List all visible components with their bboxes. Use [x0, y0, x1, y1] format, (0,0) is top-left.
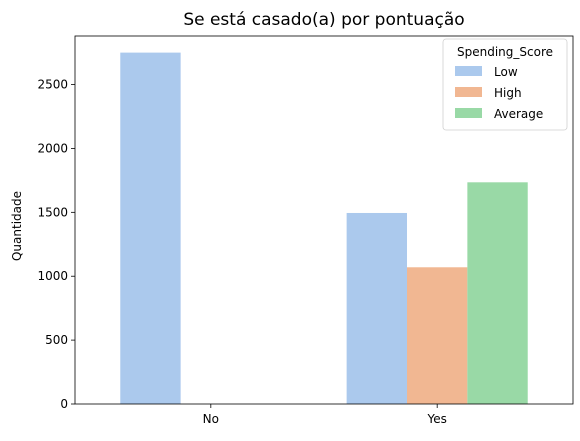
y-tick-label: 2500	[37, 78, 68, 92]
legend-title: Spending_Score	[457, 45, 553, 59]
x-tick-label-no: No	[203, 412, 219, 426]
legend-label-high: High	[494, 86, 522, 100]
x-tick-label-yes: Yes	[426, 412, 446, 426]
legend-swatch-high	[455, 87, 482, 97]
y-tick-label: 500	[45, 333, 68, 347]
legend-swatch-average	[455, 108, 482, 118]
y-tick-label: 1500	[37, 205, 68, 219]
legend-label-average: Average	[494, 107, 543, 121]
y-tick-label: 0	[60, 397, 68, 411]
y-tick-label: 1000	[37, 269, 68, 283]
bar-low-no	[120, 53, 180, 404]
bar-low-yes	[347, 213, 407, 404]
legend-swatch-low	[455, 66, 482, 76]
y-tick-label: 2000	[37, 141, 68, 155]
legend: Spending_Score Low High Average	[443, 39, 567, 130]
y-axis-ticks: 0 500 1000 1500 2000 2500	[37, 78, 75, 411]
chart-title: Se está casado(a) por pontuação	[183, 10, 464, 30]
y-axis-label: Quantidade	[10, 191, 24, 261]
legend-label-low: Low	[494, 65, 518, 79]
bar-average-yes	[467, 182, 527, 404]
bar-high-yes	[407, 267, 467, 404]
x-axis-ticks: No Yes	[203, 404, 447, 426]
